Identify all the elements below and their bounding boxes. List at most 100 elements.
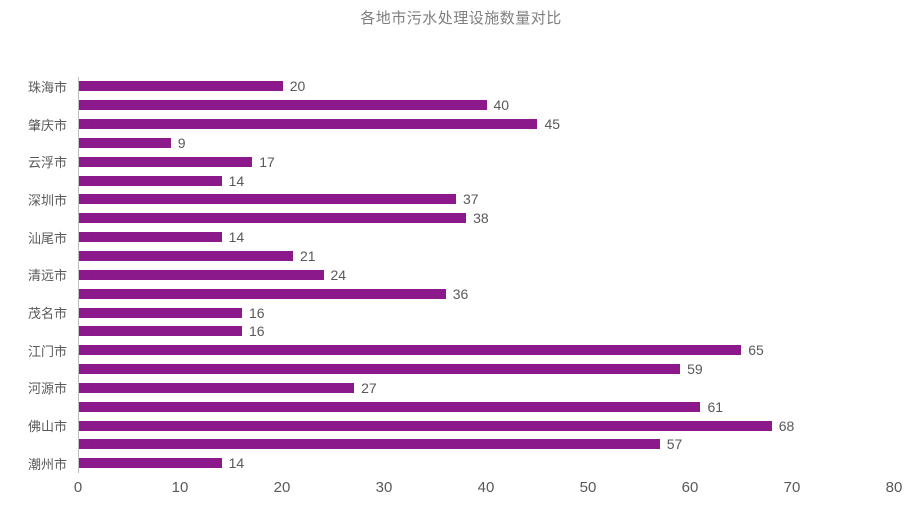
bar [79,364,681,375]
bar-track: 16 [78,321,894,341]
bar [79,175,222,186]
bar-row: 佛山市 68 [0,416,894,436]
bar-row: 江门市 65 [0,340,894,360]
bar-track: 24 [78,265,894,285]
bar-row: 16 [0,321,894,341]
chart-title: 各地市污水处理设施数量对比 [360,10,562,27]
bar-value-label: 16 [249,304,265,321]
x-axis-tick-label: 30 [375,479,393,496]
bar-value-label: 45 [544,116,561,133]
bar [79,382,355,393]
bar-track: 17 [78,152,894,172]
bar-track: 57 [78,435,894,454]
y-axis-label: 汕尾市 [27,230,67,246]
bar-track: 14 [78,453,894,473]
bar-row: 36 [0,284,894,304]
bar-track: 45 [78,114,894,134]
bar [79,401,701,412]
bar-track: 68 [78,416,894,436]
bar-row: 潮州市 14 [0,453,894,473]
bar [79,326,242,337]
bar [79,251,293,262]
y-axis-label: 佛山市 [27,419,67,435]
bar-value-label: 37 [462,191,479,208]
bar-value-label: 24 [330,266,347,283]
bar-track: 20 [78,77,894,96]
bar-track: 14 [78,227,894,247]
bar-row: 38 [0,208,894,228]
bar-track: 36 [78,284,894,304]
bar-value-label: 9 [177,134,186,151]
bar [79,119,538,130]
bar [79,194,456,205]
bar-value-label: 17 [259,153,275,170]
y-axis-label: 珠海市 [27,79,67,95]
bar-value-label: 36 [452,285,469,302]
bar-track: 27 [78,378,894,398]
x-axis-tick-label: 50 [579,479,597,496]
bar [79,156,253,167]
bar-row: 40 [0,95,894,115]
bar-value-label: 61 [707,398,724,415]
bar-row: 14 [0,171,894,191]
bar-row: 57 [0,435,894,454]
bar-value-label: 57 [666,436,683,453]
bar [79,81,283,92]
bar-track: 61 [78,397,894,417]
bar-track: 14 [78,171,894,191]
bar-value-label: 59 [687,361,703,378]
x-axis: 0 10 20 30 40 50 60 70 80 [74,479,903,501]
plot-area: 珠海市 20 40 肇庆市 45 9 云浮市 17 14 深圳市 37 38 汕尾市 14 21 清远市 24 3… [0,77,894,473]
bar [79,458,222,469]
y-axis-label: 江门市 [27,343,67,359]
bar-value-label: 14 [228,455,245,472]
bar-row: 深圳市 37 [0,190,894,209]
bar-row: 61 [0,397,894,417]
y-axis-label: 潮州市 [27,456,67,472]
bar-value-label: 20 [289,78,306,95]
bar-rows: 珠海市 20 40 肇庆市 45 9 云浮市 17 14 深圳市 37 38 汕尾市 14 21 清远市 24 3… [0,77,894,473]
y-axis-label: 河源市 [27,381,67,397]
bar-value-label: 14 [228,229,245,246]
bar-track: 65 [78,340,894,360]
y-axis-label: 深圳市 [27,192,67,208]
bar-row: 云浮市 17 [0,152,894,172]
y-axis-label: 云浮市 [27,155,67,171]
bar-track: 21 [78,246,894,266]
bar-row: 河源市 27 [0,378,894,398]
bar-row: 汕尾市 14 [0,227,894,247]
bar [79,420,772,431]
bar [79,137,171,148]
x-axis-tick-label: 40 [477,479,495,496]
bar-row: 肇庆市 45 [0,114,894,134]
bar-value-label: 65 [748,342,764,359]
bar-value-label: 21 [299,248,316,265]
x-axis-tick-label: 0 [73,479,83,496]
bar [79,345,742,356]
bar-track: 38 [78,208,894,228]
bar-row: 21 [0,246,894,266]
bar-value-label: 27 [361,379,377,396]
bar-value-label: 16 [249,323,265,340]
bar-track: 9 [78,133,894,153]
bar [79,213,467,224]
x-axis-tick-label: 80 [885,479,903,496]
bar-row: 清远市 24 [0,265,894,285]
bar-row: 9 [0,133,894,153]
bar-value-label: 40 [493,97,510,114]
x-axis-tick-label: 60 [681,479,699,496]
bar-value-label: 38 [473,210,489,227]
bar [79,439,660,450]
bar-track: 59 [78,359,894,379]
x-axis-tick-label: 70 [783,479,801,496]
bar-track: 16 [78,303,894,322]
y-axis-label: 肇庆市 [27,117,67,133]
bar-row: 珠海市 20 [0,77,894,96]
x-axis-tick-label: 20 [273,479,291,496]
y-axis-label: 茂名市 [27,306,67,322]
bar-track: 40 [78,95,894,115]
x-axis-tick-label: 10 [171,479,189,496]
bar [79,100,487,111]
bar-row: 茂名市 16 [0,303,894,322]
